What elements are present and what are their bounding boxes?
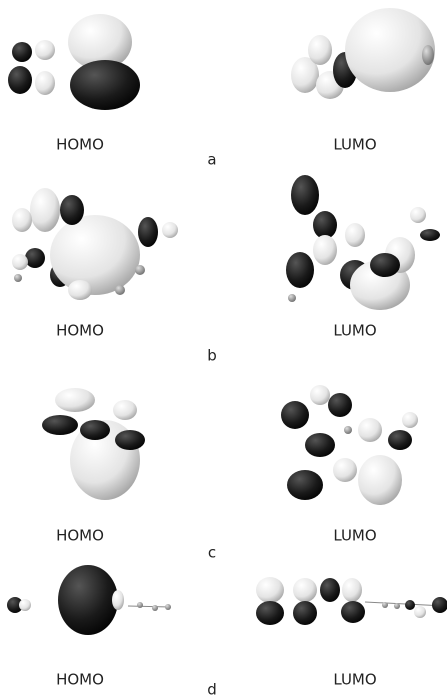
orbital-lobe	[370, 253, 400, 277]
orbital-lobe	[80, 420, 110, 440]
orbital-lobe	[333, 458, 357, 482]
orbital-lobe	[8, 66, 32, 94]
orbital-lobe	[432, 597, 447, 613]
lumo-label: LUMO	[333, 527, 376, 545]
orbital-lobe	[137, 602, 143, 608]
orbital-lobe	[14, 274, 22, 282]
orbital-lobe	[42, 415, 78, 435]
orbital-lobe	[115, 430, 145, 450]
orbital-lobe	[402, 412, 418, 428]
figure: HOMO LUMO a HOMO LUMO b HOMO LUMO c HOMO LUMO d	[0, 0, 447, 698]
orbital-lobe	[358, 455, 402, 505]
orbital-lobe	[344, 426, 352, 434]
orbital-lobe	[293, 578, 317, 602]
lumo-label: LUMO	[333, 322, 376, 340]
homo-label: HOMO	[56, 136, 104, 154]
orbital-lobe	[305, 433, 335, 457]
orbital-lobe	[405, 600, 415, 610]
orbital-lobe	[12, 254, 28, 270]
orbital-lobe	[320, 578, 340, 602]
orbital-lobe	[165, 604, 171, 610]
orbital-lobe	[341, 601, 365, 623]
orbital-lobe	[342, 578, 362, 602]
orbital-lobe	[55, 388, 95, 412]
orbital-lobe	[68, 280, 92, 300]
orbital-lobe	[60, 195, 84, 225]
orbital-lobe	[291, 175, 319, 215]
orbital-lobe	[162, 222, 178, 238]
orbital-lobe	[286, 252, 314, 288]
orbital-lobe	[345, 8, 435, 92]
orbital-lobe	[288, 294, 296, 302]
lumo-label: LUMO	[333, 136, 376, 154]
lumo-label: LUMO	[333, 671, 376, 689]
orbital-lobe	[420, 229, 440, 241]
orbital-lobe	[328, 393, 352, 417]
orbital-lobe	[12, 42, 32, 62]
panel-letter: c	[208, 544, 216, 562]
orbital-lobe	[256, 601, 284, 625]
orbital-lobe	[308, 35, 332, 65]
orbital-lobe	[293, 601, 317, 625]
orbital-lobe	[58, 565, 118, 635]
orbital-lobe	[135, 265, 145, 275]
orbital-lobe	[115, 285, 125, 295]
orbital-lobe	[50, 215, 140, 295]
orbital-lobe	[281, 401, 309, 429]
orbital-lobe	[12, 208, 32, 232]
orbital-lobe	[313, 235, 337, 265]
orbital-lobe	[19, 599, 31, 611]
orbital-lobe	[112, 590, 124, 610]
orbital-lobe	[287, 470, 323, 500]
homo-label: HOMO	[56, 671, 104, 689]
orbital-lobe	[422, 45, 434, 65]
orbital-lobe	[345, 223, 365, 247]
orbital-lobe	[388, 430, 412, 450]
orbital-lobe	[394, 603, 400, 609]
orbital-lobe	[313, 211, 337, 239]
orbital-lobe	[256, 577, 284, 603]
panel-letter: d	[207, 681, 217, 698]
orbital-lobe	[113, 400, 137, 420]
orbital-lobe	[410, 207, 426, 223]
orbital-lobe	[138, 217, 158, 247]
homo-label: HOMO	[56, 322, 104, 340]
orbital-lobe	[35, 40, 55, 60]
bond	[128, 606, 170, 607]
orbital-lobe	[414, 606, 426, 618]
panel-letter: a	[207, 151, 216, 169]
orbital-lobe	[358, 418, 382, 442]
orbital-lobe	[152, 605, 158, 611]
orbital-lobe	[310, 385, 330, 405]
panel-letter: b	[207, 347, 217, 365]
orbital-lobe	[30, 188, 60, 232]
orbital-lobe	[25, 248, 45, 268]
homo-label: HOMO	[56, 527, 104, 545]
orbital-lobe	[382, 602, 388, 608]
orbital-lobe	[35, 71, 55, 95]
orbital-lobe	[70, 60, 140, 110]
